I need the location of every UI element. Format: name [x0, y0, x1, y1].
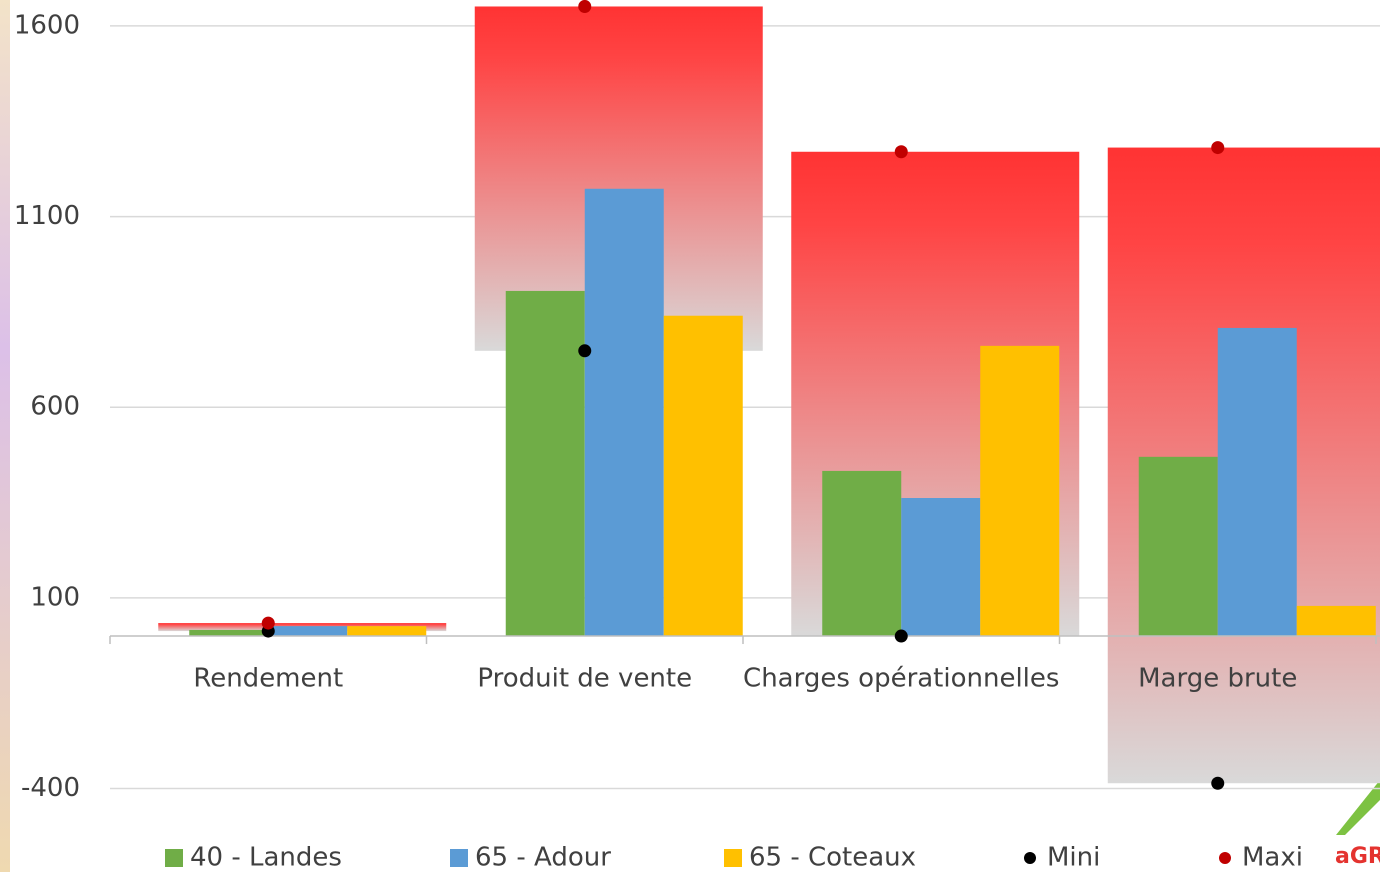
legend-swatch — [1219, 852, 1231, 864]
legend-label: 65 - Adour — [475, 843, 611, 873]
x-tick-label: Produit de vente — [477, 664, 692, 694]
x-tick-label: Rendement — [193, 664, 343, 694]
y-tick-label: -400 — [21, 773, 80, 803]
bar — [663, 315, 743, 637]
legend-label: Mini — [1047, 843, 1100, 873]
bar — [189, 629, 269, 637]
bar — [822, 470, 902, 637]
y-tick-label: 1100 — [14, 201, 80, 231]
bar — [980, 345, 1060, 637]
bar — [347, 626, 427, 637]
x-tick-label: Charges opérationnelles — [743, 664, 1059, 694]
y-tick-label: 100 — [30, 582, 80, 612]
bar — [584, 188, 664, 637]
x-tick-label: Marge brute — [1138, 664, 1297, 694]
bar — [505, 290, 585, 637]
side-decoration — [0, 0, 10, 872]
logo-leaf — [1336, 780, 1380, 835]
point — [578, 0, 592, 13]
y-tick-label: 1600 — [14, 10, 80, 40]
point — [1211, 776, 1225, 790]
point — [578, 344, 592, 358]
legend-label: 65 - Coteaux — [749, 843, 916, 873]
bar — [1138, 456, 1218, 637]
bar — [1296, 605, 1376, 637]
logo: aGR — [1335, 844, 1380, 869]
point — [1211, 141, 1225, 155]
point — [894, 145, 908, 159]
legend-swatch — [165, 849, 183, 867]
bar — [268, 626, 348, 637]
legend-swatch — [1024, 852, 1036, 864]
bar — [901, 497, 981, 637]
point — [261, 616, 275, 630]
legend-label: Maxi — [1242, 843, 1303, 873]
legend-swatch — [724, 849, 742, 867]
y-tick-label: 600 — [30, 392, 80, 422]
point — [894, 629, 908, 643]
legend-swatch — [450, 849, 468, 867]
legend-label: 40 - Landes — [190, 843, 342, 873]
bar — [1217, 327, 1297, 637]
